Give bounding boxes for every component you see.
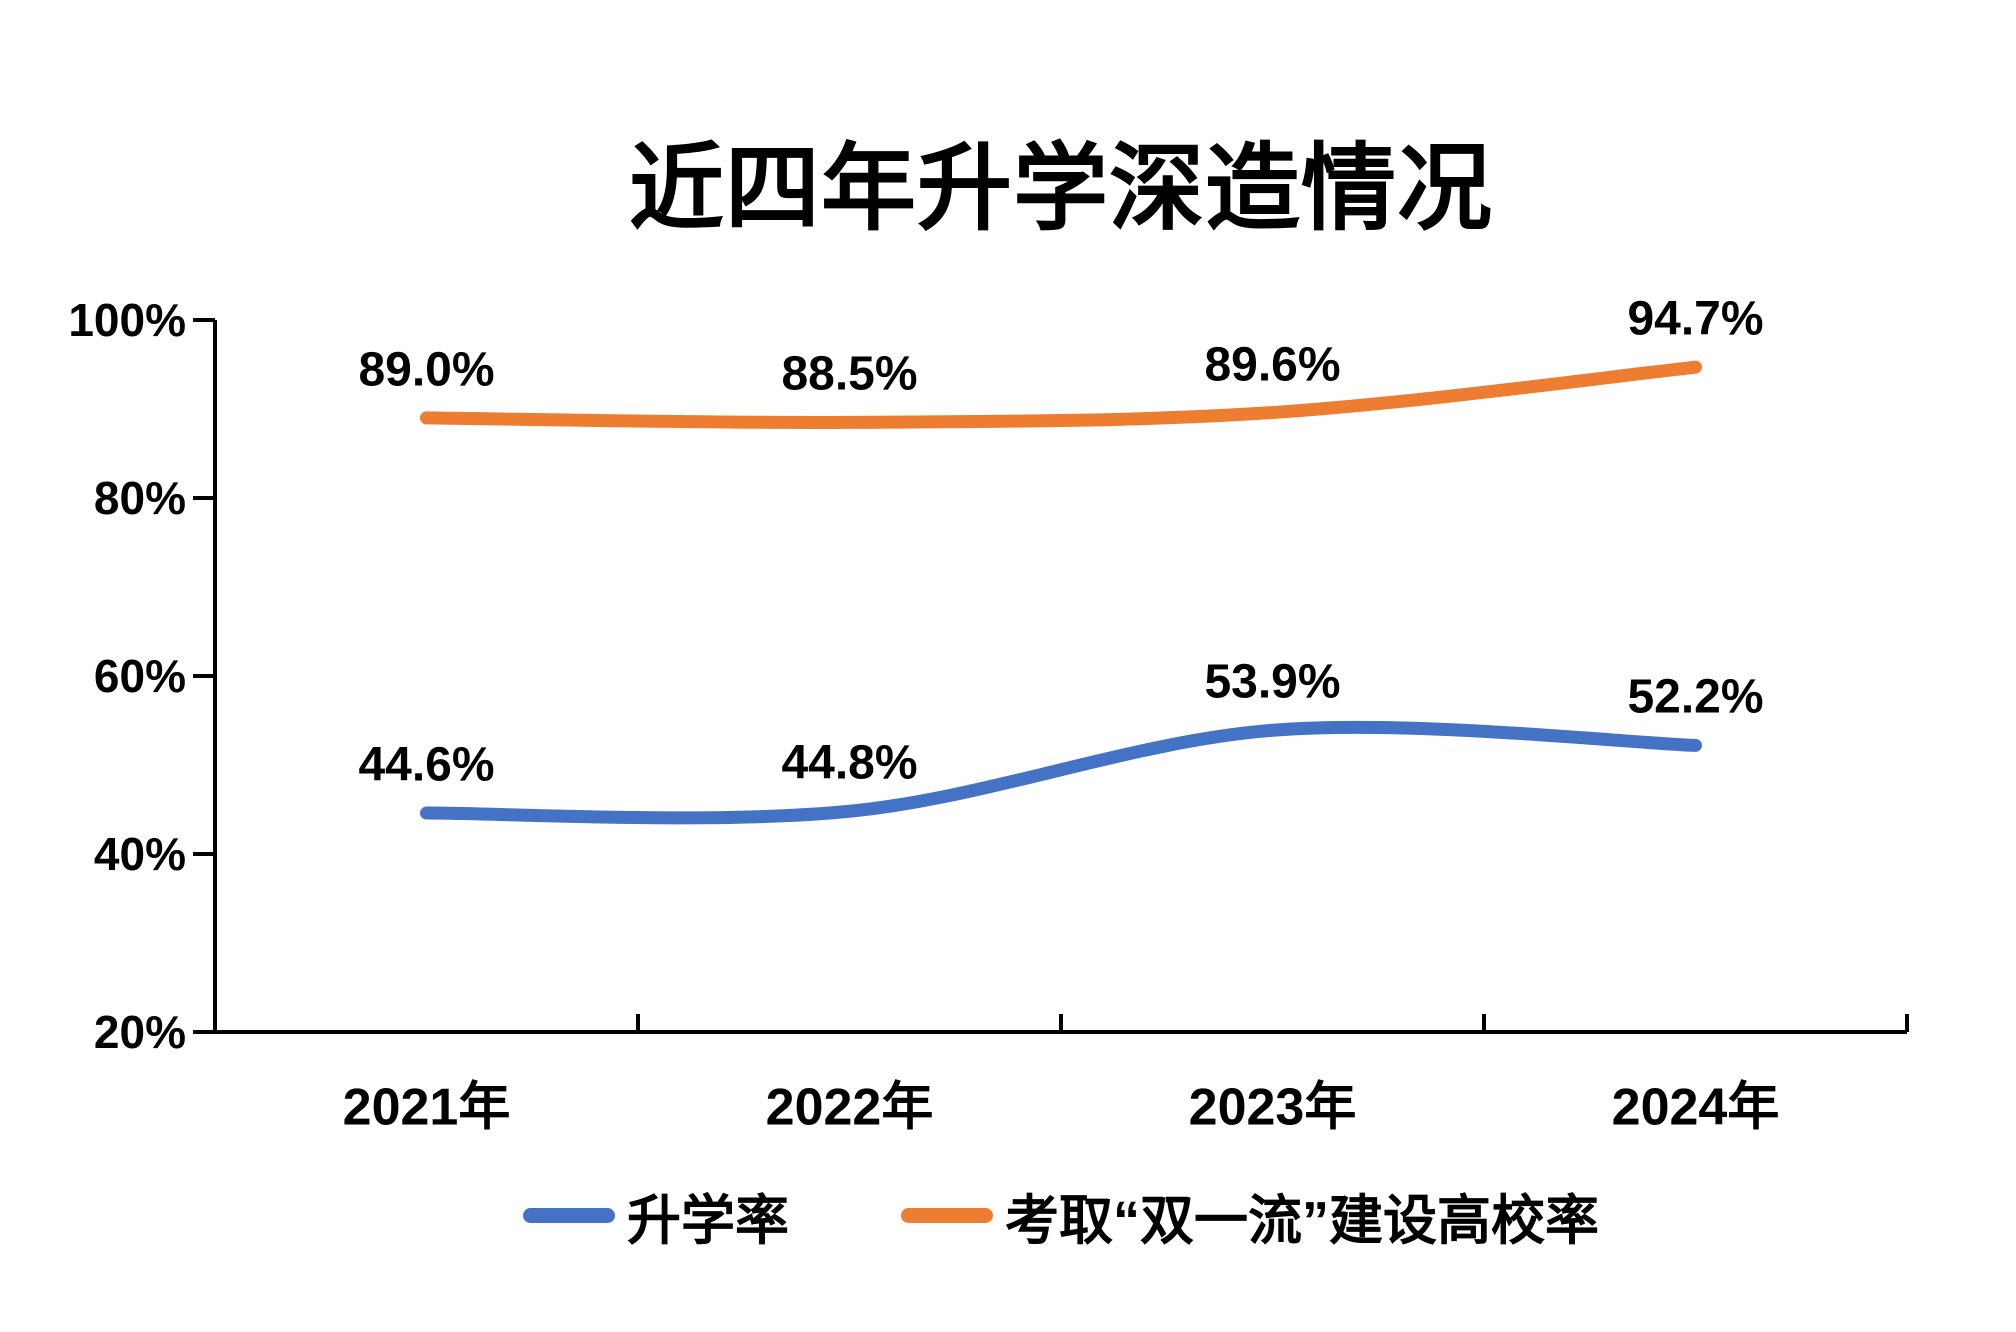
x-tick-label: 2024年: [1611, 1078, 1780, 1137]
legend-swatch-blue-line: [523, 1208, 615, 1223]
chart-title: 近四年升学深造情况: [628, 136, 1493, 242]
data-label: 53.9%: [1204, 655, 1341, 709]
x-tick-label: 2022年: [765, 1078, 934, 1137]
data-label: 88.5%: [781, 347, 918, 401]
data-label: 89.0%: [358, 343, 495, 397]
data-label: 52.2%: [1627, 670, 1764, 724]
y-tick-label: 20%: [93, 1006, 186, 1058]
legend-label-advancement-rate: 升学率: [627, 1191, 789, 1251]
legend-item-double-first-class-rate: 考取“双一流”建设高校率: [901, 1176, 1599, 1255]
y-tick-label: 60%: [93, 650, 186, 702]
axes-and-ticks: [193, 318, 1909, 1034]
legend-item-advancement-rate: 升学率: [523, 1176, 789, 1255]
legend: 升学率 考取“双一流”建设高校率: [215, 1176, 1907, 1255]
legend-label-double-first-class-rate: 考取“双一流”建设高校率: [1005, 1191, 1599, 1251]
x-tick-label: 2021年: [342, 1078, 511, 1137]
y-tick-label: 80%: [93, 472, 186, 524]
series-line-1: [420, 360, 1702, 429]
y-tick-label: 40%: [93, 828, 186, 880]
y-tick-label: 100%: [68, 294, 186, 346]
legend-swatch-orange-line: [901, 1208, 993, 1223]
data-label: 44.6%: [358, 738, 495, 792]
data-label: 44.8%: [781, 736, 918, 790]
data-label: 94.7%: [1627, 292, 1764, 346]
series-line-0: [420, 720, 1702, 825]
data-label: 89.6%: [1204, 338, 1341, 392]
x-tick-label: 2023年: [1188, 1078, 1357, 1137]
